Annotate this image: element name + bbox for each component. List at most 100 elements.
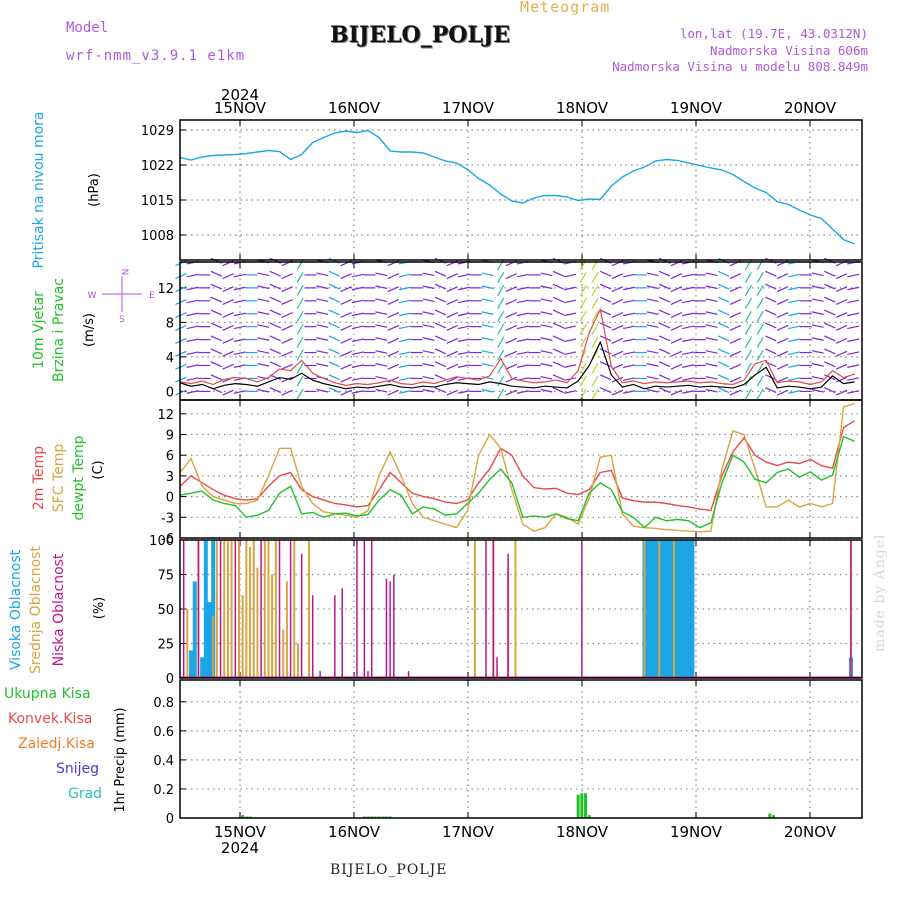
wind-arrow xyxy=(847,364,860,368)
wind-arrow xyxy=(811,272,824,277)
cloud-bar xyxy=(223,540,226,678)
wind-arrow xyxy=(658,283,671,290)
wind-arrow xyxy=(446,299,458,306)
wind-arrow xyxy=(811,324,824,328)
wind-arrow xyxy=(579,362,587,374)
wind-arrow xyxy=(457,390,470,394)
wind-arrow xyxy=(222,389,234,396)
wind-arrow xyxy=(422,285,435,290)
pressure-unit: (hPa) xyxy=(87,173,102,207)
wind-arrow xyxy=(579,310,587,322)
wind-arrow xyxy=(729,350,742,357)
cloud-bar xyxy=(363,540,366,678)
wind-arrow xyxy=(611,273,624,280)
date-label-bottom: 16NOV xyxy=(328,823,381,841)
wind-arrow xyxy=(175,273,187,280)
wind-arrow xyxy=(398,286,411,291)
wind-arrow xyxy=(765,283,777,290)
wind-arrow xyxy=(599,270,612,277)
wind-arrow xyxy=(316,324,329,328)
y-tick-label: 4 xyxy=(166,351,174,366)
wind-arrow xyxy=(705,363,718,367)
cloud-bar xyxy=(278,540,281,678)
wind-arrow xyxy=(340,376,352,383)
cloud-bar xyxy=(334,595,336,678)
wind-arrow xyxy=(599,309,612,316)
wind-arrow xyxy=(776,363,789,370)
wind-arrow xyxy=(281,337,293,344)
wind-arrow xyxy=(591,336,599,348)
wind-arrow xyxy=(717,361,730,368)
wind-arrow xyxy=(351,325,364,330)
wind-arrow xyxy=(387,363,400,370)
wind-arrow xyxy=(387,324,400,331)
year-label-top: 2024 xyxy=(221,86,259,104)
wind-arrow xyxy=(824,309,836,316)
wind-arrow xyxy=(579,375,587,387)
wind-arrow xyxy=(788,273,801,278)
wind-gust-line xyxy=(179,307,855,386)
wind-arrow xyxy=(611,363,624,370)
wind-arrow xyxy=(398,377,411,381)
wind-arrow xyxy=(552,335,565,342)
y-tick-label: 6 xyxy=(166,449,174,464)
date-label-bottom: 19NOV xyxy=(670,823,723,841)
wind-arrow xyxy=(497,284,505,296)
wind-arrow xyxy=(481,285,494,290)
wind-arrow xyxy=(516,312,529,317)
wind-arrow xyxy=(824,387,836,394)
wind-arrow xyxy=(222,286,234,293)
wind-arrow xyxy=(257,272,270,277)
cloud-bar xyxy=(649,540,654,678)
model-altitude-label: Nadmorska Visina u modelu 808.849m xyxy=(612,59,868,74)
wind-arrow xyxy=(457,273,470,278)
wind-arrow xyxy=(422,363,435,367)
cloud-bar xyxy=(643,540,646,678)
wind-arrow xyxy=(387,376,400,383)
pressure-axis-title: Pritisak na nivou mora xyxy=(31,111,47,268)
wind-arrow xyxy=(540,388,553,393)
wind-arrow xyxy=(552,361,565,368)
wind-arrow xyxy=(670,363,683,370)
date-label-bottom: 15NOV xyxy=(214,823,267,841)
wind-arrow xyxy=(296,362,304,374)
wind-arrow xyxy=(422,375,435,380)
wind-arrow xyxy=(552,322,565,329)
wind-arrow xyxy=(847,299,860,304)
cloud-bar xyxy=(393,574,395,678)
legend-graupel: Grad xyxy=(68,786,103,802)
wind-arrow xyxy=(375,363,388,367)
model-name: wrf-nmm_v3.9.1 e1km xyxy=(66,48,246,64)
wind-arrow xyxy=(516,286,529,291)
wind-arrow xyxy=(387,389,400,396)
wind-arrow xyxy=(623,390,636,394)
wind-arrow xyxy=(658,361,671,368)
wind-arrow xyxy=(744,349,752,361)
wind-arrow xyxy=(682,273,695,278)
wind-arrow xyxy=(328,348,341,355)
footer-station: BIJELO_POLJE xyxy=(330,862,448,878)
wind-arrow xyxy=(257,285,270,290)
wind-arrow xyxy=(175,286,187,293)
wind-arrow xyxy=(744,323,752,335)
wind-arrow xyxy=(729,273,742,280)
wind-arrow xyxy=(756,336,764,348)
temp-line-2 xyxy=(179,435,855,529)
wind-arrow xyxy=(658,309,671,316)
y-tick-label: 75 xyxy=(157,569,174,584)
precip-bar xyxy=(768,813,772,818)
wind-arrow xyxy=(316,337,329,341)
wind-arrow xyxy=(564,364,577,368)
wind-arrow xyxy=(446,337,458,344)
wind-arrow xyxy=(296,259,304,271)
wind-arrow xyxy=(222,299,234,306)
wind-arrow xyxy=(540,363,553,367)
wind-arrow xyxy=(375,350,388,354)
wind-arrow xyxy=(847,351,860,356)
wind-arrow xyxy=(422,350,435,354)
wind-arrow xyxy=(717,296,730,303)
wind-arrow xyxy=(340,299,352,306)
wind-arrow xyxy=(516,273,529,278)
wind-arrow xyxy=(552,387,565,394)
wind-arrow xyxy=(824,361,836,368)
